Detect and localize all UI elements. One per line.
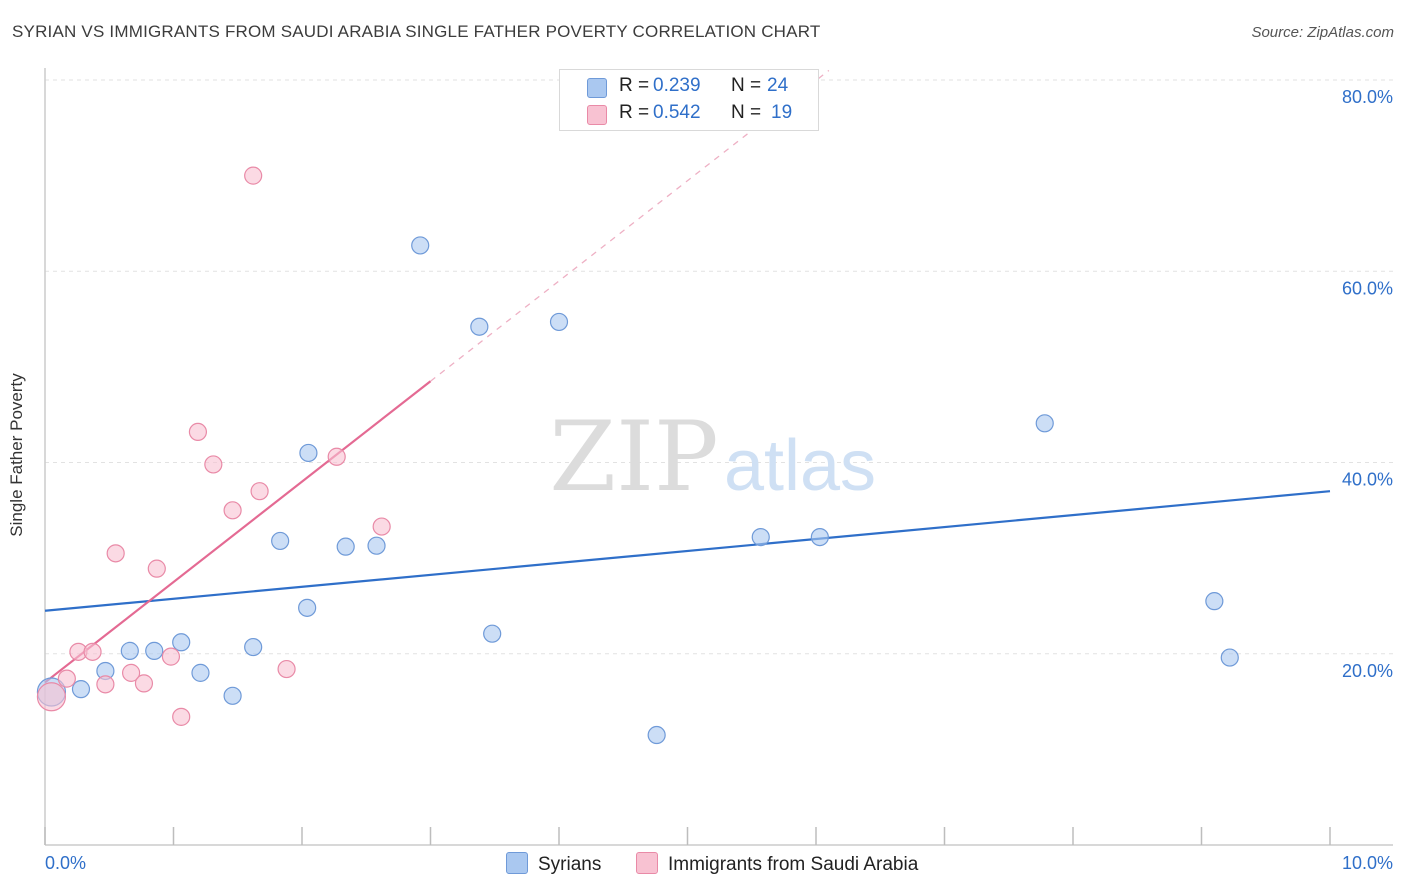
data-points (36, 166, 1239, 745)
legend-n-label: N = (731, 75, 762, 96)
point-saudi (244, 166, 263, 185)
point-syrians (647, 725, 666, 745)
point-syrians (145, 641, 164, 660)
point-syrians (71, 680, 91, 699)
point-syrians (336, 537, 355, 556)
x-tick-label: 10.0% (1342, 853, 1393, 873)
stats-legend: R = 0.239 N = 24 R = 0.542 N = 19 (559, 69, 819, 131)
trend-line-saudi (44, 380, 432, 684)
point-syrians (191, 663, 210, 682)
point-syrians (470, 317, 489, 336)
point-saudi (134, 674, 154, 693)
bottom-legend-swatch-saudi (636, 852, 658, 874)
point-syrians (223, 686, 242, 705)
legend-swatch-saudi (587, 105, 607, 125)
watermark-zip: ZIP (549, 401, 718, 513)
point-syrians (751, 527, 770, 547)
point-saudi (83, 642, 102, 661)
point-saudi (172, 707, 191, 726)
y-tick-label: 40.0% (1342, 470, 1393, 490)
point-saudi (372, 517, 391, 536)
point-saudi (57, 669, 76, 688)
point-syrians (411, 236, 430, 255)
y-tick-label: 60.0% (1342, 278, 1393, 298)
point-saudi (161, 647, 181, 666)
point-saudi (250, 482, 269, 501)
bottom-legend-syrians: Syrians (506, 852, 601, 876)
point-saudi (277, 659, 296, 679)
point-saudi (121, 663, 141, 682)
tick-labels: 20.0% 40.0% 60.0% 80.0% 0.0% 10.0% (45, 87, 1393, 873)
bottom-legend-swatch-syrians (506, 852, 528, 874)
legend-n-value: 19 (771, 102, 793, 123)
legend-r-value: 0.542 (653, 102, 701, 123)
legend-r-label: R = (619, 102, 650, 123)
point-syrians (1205, 592, 1224, 611)
point-syrians (1220, 648, 1239, 667)
y-tick-label: 20.0% (1342, 661, 1393, 681)
point-saudi (204, 455, 223, 474)
point-syrians (1035, 414, 1054, 433)
point-syrians (298, 598, 317, 617)
bottom-legend-label-saudi: Immigrants from Saudi Arabia (668, 854, 919, 875)
watermark: ZIP atlas (549, 401, 876, 513)
point-syrians (810, 527, 829, 547)
legend-r-value: 0.239 (653, 75, 701, 96)
point-saudi (147, 559, 166, 578)
y-tick-label: 80.0% (1342, 87, 1393, 107)
y-axis-label: Single Father Poverty (7, 373, 26, 537)
point-syrians (271, 531, 290, 551)
legend-r-label: R = (619, 75, 650, 96)
point-saudi (36, 682, 67, 712)
point-saudi (96, 675, 115, 694)
point-saudi (188, 422, 208, 441)
point-syrians (120, 641, 139, 660)
legend-swatch-syrians (587, 78, 607, 98)
point-saudi (223, 501, 242, 520)
point-saudi (106, 544, 125, 563)
bottom-legend-saudi: Immigrants from Saudi Arabia (636, 852, 918, 876)
chart-source: Source: ZipAtlas.com (1251, 24, 1394, 41)
trend-lines (44, 69, 1331, 684)
trend-line-syrians (44, 490, 1331, 612)
x-tick-label: 0.0% (45, 853, 86, 873)
point-saudi (327, 447, 346, 466)
chart-title: SYRIAN VS IMMIGRANTS FROM SAUDI ARABIA S… (12, 22, 821, 41)
point-syrians (172, 633, 191, 652)
gridlines (45, 79, 1393, 655)
point-syrians (299, 443, 318, 463)
point-syrians (244, 637, 263, 657)
point-syrians (367, 536, 386, 555)
axes (44, 68, 1393, 846)
point-syrians (483, 624, 502, 643)
bottom-legend-label-syrians: Syrians (538, 854, 602, 875)
point-syrians (549, 312, 569, 332)
legend-n-value: 24 (767, 75, 789, 96)
legend-n-label: N = (731, 102, 762, 123)
watermark-atlas: atlas (724, 426, 876, 506)
